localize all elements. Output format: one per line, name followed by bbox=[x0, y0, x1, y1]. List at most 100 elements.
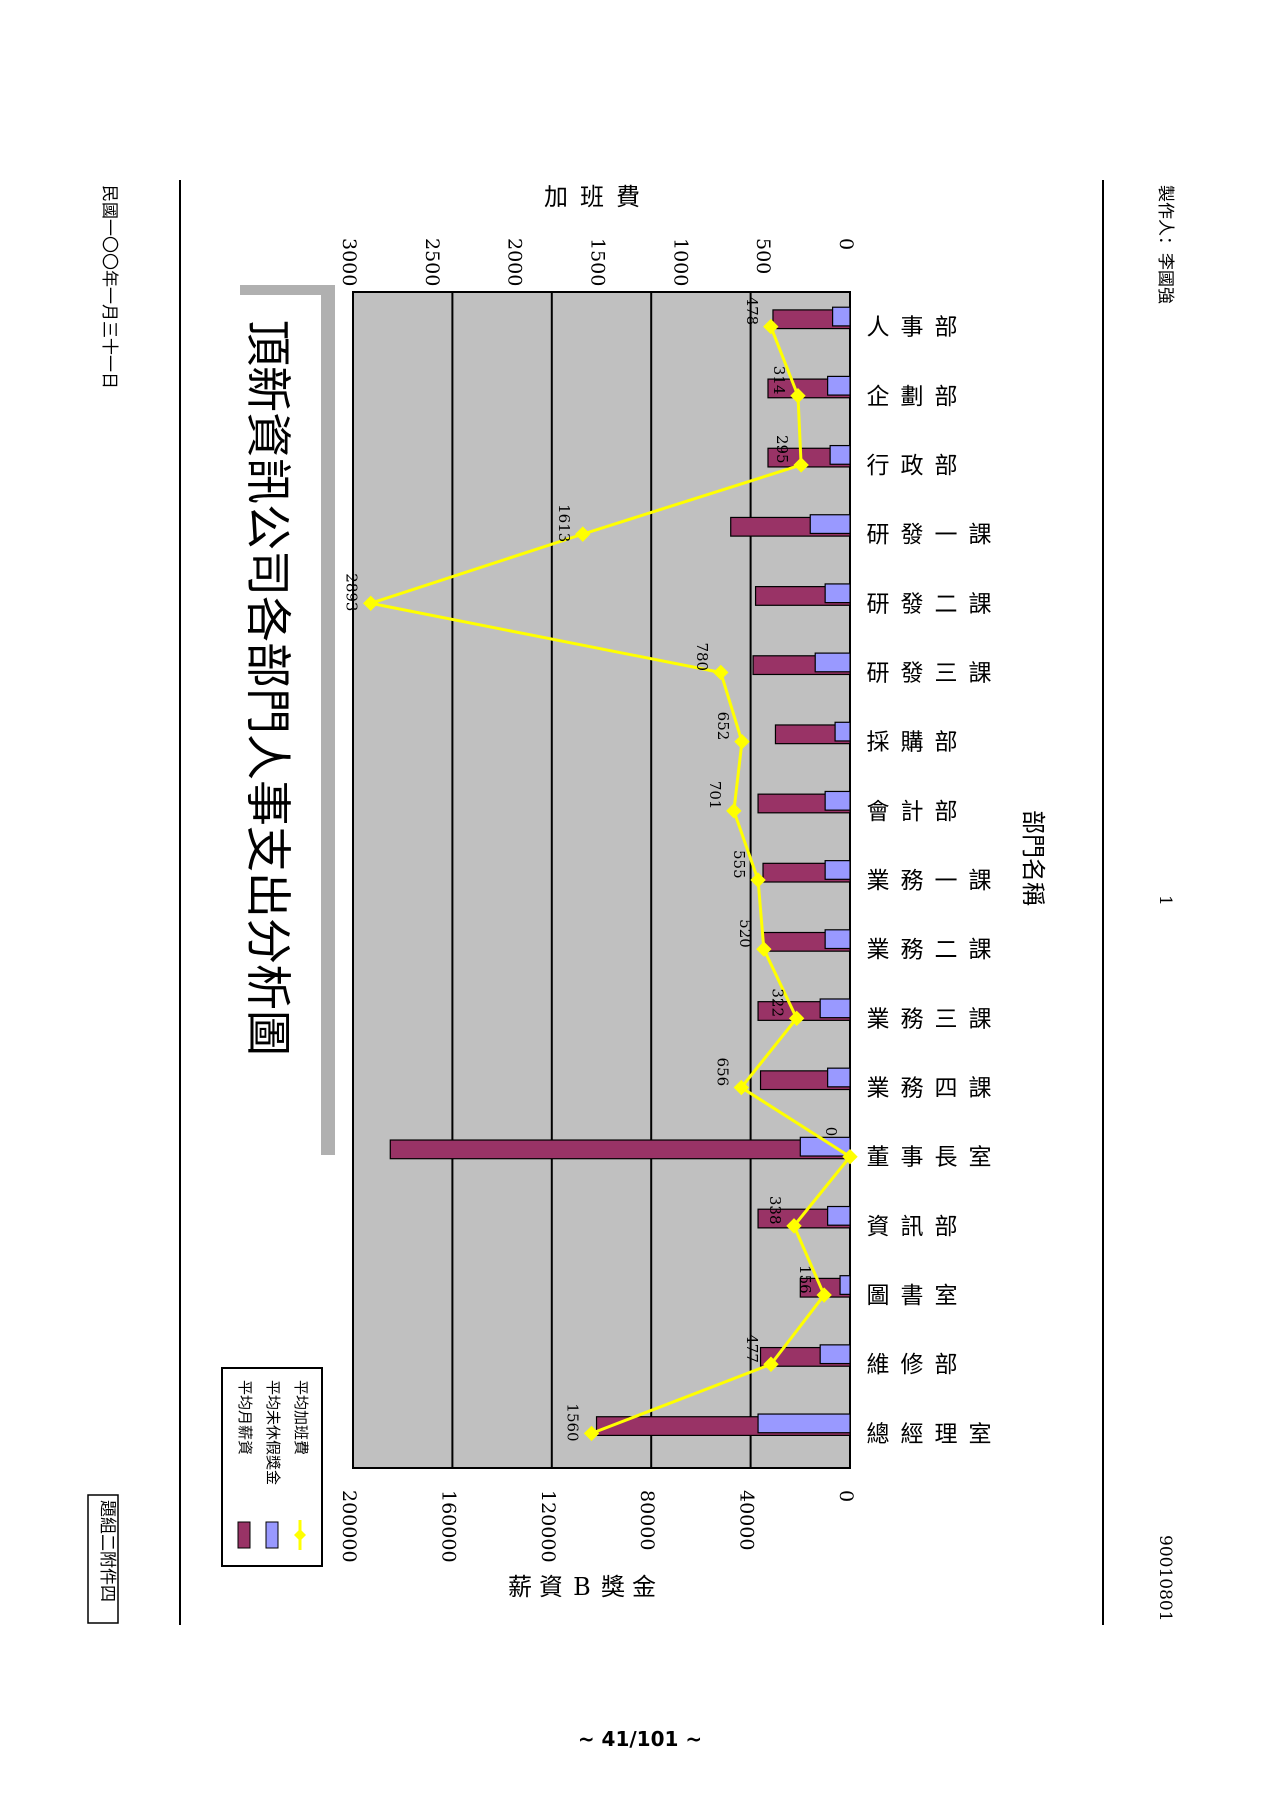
category-label-char: 政 bbox=[901, 453, 924, 479]
category-label: 董事長室 bbox=[867, 1145, 992, 1171]
category-label-char: 業 bbox=[867, 937, 890, 963]
right-tick-label: 0 bbox=[835, 238, 857, 250]
overtime-point bbox=[793, 457, 809, 473]
overtime-point bbox=[733, 1079, 750, 1096]
category-label-char: 劃 bbox=[901, 384, 924, 410]
overtime-point bbox=[790, 388, 806, 404]
point-labels: 478 314 295 1613 2893 780 652 701 555 520 322 656 0 3… bbox=[343, 297, 840, 1442]
right-axis-label-char: 班 bbox=[580, 183, 604, 211]
gridlines bbox=[451, 292, 752, 1468]
category-label-char: 訊 bbox=[901, 1214, 924, 1240]
category-label: 會計部 bbox=[867, 799, 958, 825]
overtime-point bbox=[750, 872, 766, 888]
category-label-char: 書 bbox=[901, 1283, 924, 1309]
page-indicator: ~ 41/101 ~ bbox=[577, 1727, 703, 1751]
footer-code: 90010801 bbox=[1155, 1535, 1175, 1622]
vacation-bar bbox=[829, 444, 851, 465]
category-label-char: 採 bbox=[867, 730, 890, 756]
category-label: 行政部 bbox=[867, 453, 958, 479]
category-label: 維修部 bbox=[867, 1352, 958, 1378]
footer-page-number: 1 bbox=[1155, 895, 1175, 906]
category-label-char: 董 bbox=[867, 1145, 890, 1171]
overtime-point bbox=[788, 1010, 805, 1027]
salary-bar bbox=[389, 1139, 851, 1160]
overtime-point bbox=[575, 526, 591, 542]
vacation-bar bbox=[824, 790, 851, 811]
overtime-data-label: 1613 bbox=[555, 504, 573, 542]
left-tick-label: 40000 bbox=[736, 1490, 758, 1550]
overtime-data-label: 520 bbox=[736, 919, 754, 948]
left-axis-label-char: 獎 bbox=[601, 1573, 625, 1601]
left-tick-label: 200000 bbox=[338, 1490, 360, 1563]
overtime-data-label: 314 bbox=[770, 366, 788, 395]
category-label-char: 三 bbox=[935, 1006, 958, 1032]
category-label-char: 發 bbox=[901, 591, 924, 617]
category-label-char: 課 bbox=[969, 660, 992, 686]
overtime-point bbox=[734, 733, 750, 750]
overtime-point bbox=[816, 1287, 832, 1303]
overtime-data-label: 555 bbox=[730, 850, 748, 879]
category-label-char: 圖 bbox=[867, 1283, 890, 1309]
category-label-char: 業 bbox=[867, 1006, 890, 1032]
category-label-char: 事 bbox=[901, 315, 924, 341]
category-label-char: 資 bbox=[867, 1214, 890, 1240]
overtime-point bbox=[363, 595, 379, 612]
vacation-bar bbox=[827, 1205, 851, 1226]
overtime-data-label: 477 bbox=[743, 1334, 761, 1363]
title-shadow-cap bbox=[240, 285, 335, 295]
vacation-bar bbox=[819, 1344, 851, 1365]
category-label-char: 會 bbox=[867, 799, 890, 825]
right-axis-label-char: 費 bbox=[616, 183, 640, 211]
left-axis-ticks: 0 40000 80000 120000 160000 200000 bbox=[338, 1490, 857, 1563]
vacation-bar bbox=[832, 306, 851, 327]
category-label-char: 購 bbox=[901, 730, 924, 756]
category-label: 人事部 bbox=[867, 315, 958, 341]
category-label: 採購部 bbox=[867, 730, 958, 756]
vacation-bar bbox=[809, 514, 851, 535]
vacation-bar bbox=[799, 1136, 851, 1157]
vacation-bar bbox=[814, 652, 851, 673]
category-label-char: 部 bbox=[935, 799, 958, 825]
category-label: 業務一課 bbox=[867, 868, 992, 894]
category-label: 圖書室 bbox=[867, 1283, 958, 1309]
overtime-data-label: 1560 bbox=[564, 1403, 582, 1441]
category-labels: 人事部企劃部行政部研發一課研發二課研發三課採購部會計部業務一課業務二課業務三課業… bbox=[867, 315, 992, 1448]
left-tick-label: 120000 bbox=[537, 1490, 559, 1563]
category-label-char: 部 bbox=[935, 1214, 958, 1240]
right-tick-label: 1000 bbox=[669, 238, 691, 286]
category-label-char: 部 bbox=[935, 453, 958, 479]
category-label-char: 一 bbox=[935, 522, 958, 548]
category-label-char: 務 bbox=[901, 937, 924, 963]
category-label-char: 行 bbox=[867, 453, 890, 479]
left-tick-label: 0 bbox=[835, 1490, 857, 1502]
vacation-bar bbox=[827, 1067, 851, 1088]
overtime-point bbox=[726, 803, 742, 819]
vacation-bar bbox=[824, 929, 851, 950]
vacation-bar bbox=[824, 583, 851, 604]
vacation-bar bbox=[819, 998, 851, 1019]
category-label: 總經理室 bbox=[867, 1421, 992, 1447]
category-label-char: 務 bbox=[901, 868, 924, 894]
overtime-point bbox=[842, 1149, 858, 1165]
category-label-char: 部 bbox=[935, 730, 958, 756]
vacation-bar bbox=[757, 1413, 851, 1434]
category-label-char: 課 bbox=[969, 522, 992, 548]
category-label-char: 業 bbox=[867, 868, 890, 894]
header-date: 民國一〇〇年一月三十一日 bbox=[99, 185, 119, 389]
overtime-data-label: 338 bbox=[766, 1196, 784, 1225]
category-label: 資訊部 bbox=[867, 1214, 958, 1240]
chart-title: 頂新資訊公司各部門人事支出分析圖 bbox=[241, 320, 295, 1056]
category-label-char: 人 bbox=[867, 315, 890, 341]
overtime-data-label: 156 bbox=[796, 1265, 814, 1294]
title-shadow-bar bbox=[321, 285, 335, 1155]
category-label-char: 部 bbox=[935, 315, 958, 341]
category-label-char: 總 bbox=[867, 1421, 890, 1447]
legend-swatch bbox=[265, 1521, 279, 1549]
category-label: 業務二課 bbox=[867, 937, 992, 963]
bars bbox=[389, 306, 851, 1437]
doc-tag-box bbox=[87, 1494, 119, 1624]
overtime-data-label: 295 bbox=[773, 435, 791, 464]
category-label-char: 研 bbox=[867, 522, 890, 548]
category-label: 企劃部 bbox=[867, 384, 958, 410]
